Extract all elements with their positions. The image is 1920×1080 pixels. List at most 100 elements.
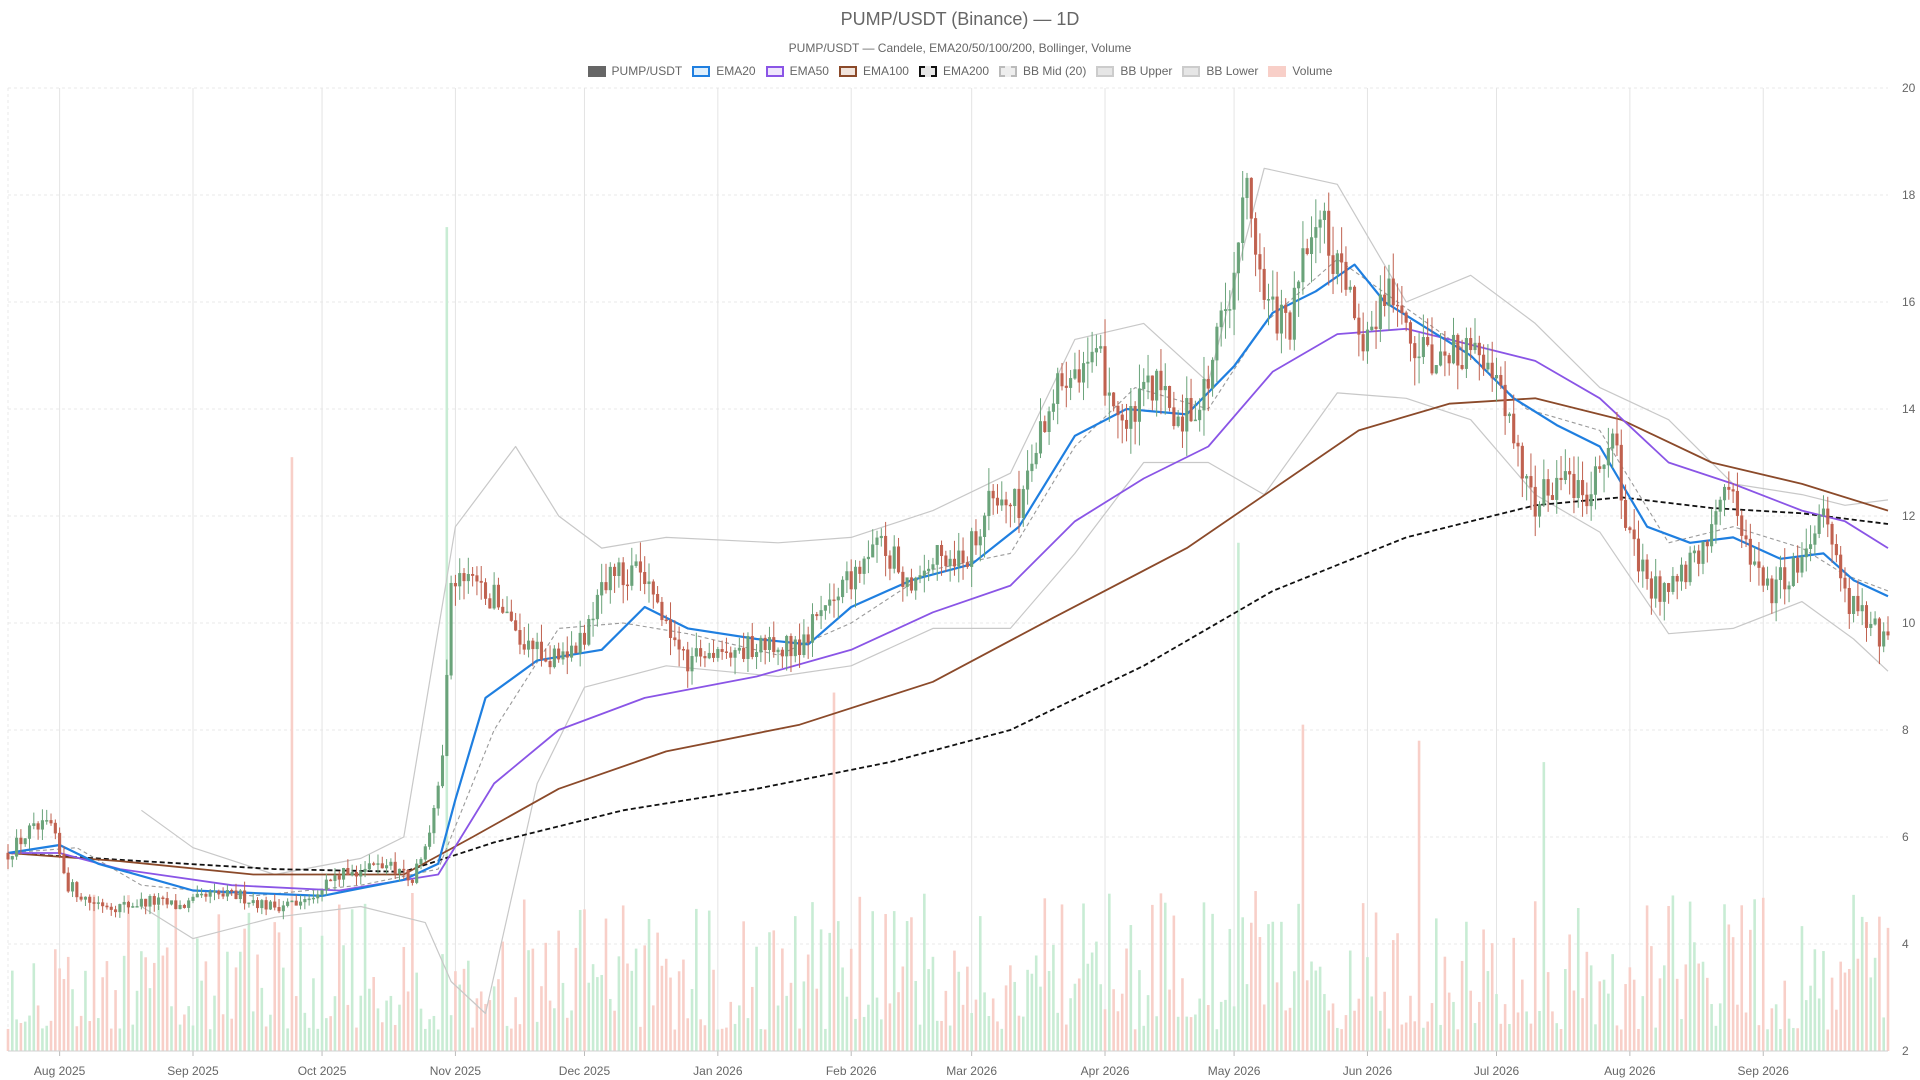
y-tick-label: 16 [1902, 295, 1916, 309]
legend-item[interactable]: BB Mid (20) [999, 64, 1086, 78]
volume-bar [613, 1010, 616, 1051]
volume-bar [264, 1026, 268, 1051]
volume-bar [931, 956, 935, 1051]
candle [1542, 459, 1546, 508]
legend-item[interactable]: BB Upper [1096, 64, 1172, 78]
volume-bar [1400, 1024, 1404, 1051]
candle-body [144, 898, 148, 907]
candle-body [114, 909, 118, 913]
candle [1503, 361, 1507, 435]
candle-body [393, 861, 397, 874]
candle [363, 861, 367, 878]
candle [656, 586, 660, 604]
volume-bar [441, 954, 444, 1051]
candle-body [243, 890, 247, 904]
candle [522, 626, 526, 655]
legend-item[interactable]: EMA50 [765, 64, 829, 78]
volume-bar [200, 980, 203, 1051]
candle [40, 809, 44, 841]
candle-body [535, 641, 539, 650]
candle [1710, 508, 1714, 553]
candle [690, 647, 694, 685]
volume-bar [183, 1014, 186, 1051]
candle-body [307, 898, 311, 901]
candle-body [1451, 334, 1456, 364]
candle [1107, 367, 1111, 422]
volume-bar [1546, 972, 1550, 1051]
candle-body [337, 875, 341, 880]
candle-body [1533, 486, 1537, 517]
candle-body [372, 863, 376, 865]
volume-bar [845, 996, 849, 1051]
legend-item[interactable]: PUMP/USDT [587, 64, 682, 78]
volume-bar [221, 1014, 225, 1051]
volume-bar [1202, 902, 1206, 1051]
volume-bar [105, 961, 109, 1051]
legend-item[interactable]: BB Lower [1182, 64, 1258, 78]
candle [1800, 542, 1804, 578]
candle [70, 879, 75, 898]
candle-body [1727, 486, 1731, 490]
candle [746, 632, 750, 672]
candle [1826, 496, 1830, 538]
candle-body [755, 651, 759, 658]
candle [1649, 571, 1653, 615]
volume-bar [961, 1004, 965, 1051]
candle-body [1705, 541, 1709, 547]
legend-swatch [1268, 65, 1287, 77]
candle [1120, 403, 1124, 444]
candle [1464, 327, 1468, 379]
candle [1486, 344, 1490, 373]
candle [1206, 365, 1210, 412]
legend-item[interactable]: EMA100 [838, 64, 909, 78]
candle-body [759, 637, 763, 653]
candle-body [1537, 504, 1542, 517]
volume-bar [1576, 908, 1580, 1051]
candle [875, 530, 879, 563]
candle [1090, 331, 1094, 373]
candle-body [62, 853, 66, 874]
candle [402, 859, 406, 880]
volume-bar [540, 986, 543, 1051]
candle [66, 867, 70, 893]
candle-body [793, 639, 797, 657]
candle-body [1163, 385, 1167, 391]
candle [1258, 233, 1262, 292]
candle-body [1624, 499, 1628, 528]
volume-bar [191, 1025, 195, 1051]
candle-body [1529, 476, 1533, 488]
legend-item[interactable]: EMA20 [692, 64, 756, 78]
candle [1189, 378, 1193, 423]
volume-bar [32, 963, 36, 1051]
candle [1714, 499, 1718, 544]
candle [1671, 567, 1675, 595]
candle [1047, 406, 1051, 445]
candle [1215, 322, 1219, 383]
volume-bar [914, 980, 918, 1051]
volume-bar [884, 914, 887, 1051]
volume-bar [363, 903, 367, 1051]
candle [1137, 364, 1141, 446]
candle [1550, 482, 1554, 501]
candle-body [819, 610, 823, 617]
candle-body [694, 648, 698, 657]
candle-body [1021, 489, 1025, 518]
candle-body [88, 896, 92, 903]
candle-body [1774, 579, 1778, 604]
candle [931, 557, 935, 575]
volume-bar [1142, 1025, 1146, 1051]
volume-bar [1021, 1016, 1025, 1051]
volume-bar [858, 896, 862, 1051]
legend-label: Volume [1292, 64, 1333, 78]
candle [1112, 392, 1116, 412]
x-tick-label: Jun 2026 [1343, 1064, 1393, 1078]
candle-body [1279, 304, 1283, 334]
candle [277, 898, 281, 914]
candle [557, 642, 561, 663]
legend-item[interactable]: Volume [1268, 64, 1332, 78]
volume-bar [449, 1015, 453, 1051]
candle-body [298, 901, 303, 906]
candle [1804, 528, 1808, 572]
legend-item[interactable]: EMA200 [918, 64, 989, 78]
